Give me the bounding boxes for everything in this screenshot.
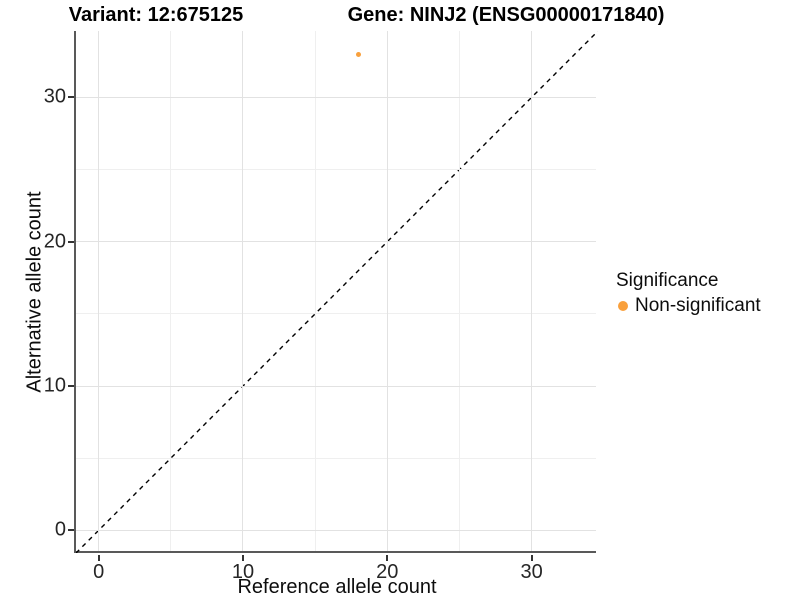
x-tick-mark [241, 555, 244, 561]
x-tick-mark [530, 555, 533, 561]
x-axis-title: Reference allele count [237, 576, 437, 598]
y-minor-gridline [76, 169, 596, 171]
y-major-gridline [76, 96, 596, 98]
legend: Significance Non-significant [616, 270, 761, 318]
y-minor-gridline [76, 457, 596, 459]
y-tick-label: 20 [43, 230, 66, 253]
variant-title: Variant: 12:675125 [68, 4, 244, 26]
x-major-gridline [386, 31, 388, 551]
x-tick-label: 10 [231, 561, 255, 583]
x-major-gridline [242, 31, 244, 551]
x-tick-label: 30 [520, 561, 543, 583]
y-axis-title: Alternative allele count [23, 191, 46, 393]
y-tick-mark [68, 240, 74, 243]
y-major-gridline [76, 385, 596, 387]
x-minor-gridline [458, 31, 460, 551]
y-major-gridline [76, 241, 596, 243]
y-tick-label: 0 [54, 518, 66, 541]
y-minor-gridline [76, 313, 596, 315]
x-tick-label: 0 [93, 561, 105, 583]
legend-point-icon [618, 301, 628, 311]
data-point [355, 51, 361, 57]
plot-panel [74, 31, 598, 553]
y-tick-mark [68, 385, 74, 388]
y-tick-mark [68, 96, 74, 99]
x-major-gridline [98, 31, 100, 551]
identity-dashed-line [76, 31, 598, 553]
x-tick-label: 20 [376, 561, 399, 583]
legend-title: Significance [616, 270, 719, 291]
legend-entry: Non-significant [616, 294, 761, 318]
x-minor-gridline [314, 31, 316, 551]
identity-line-layer [76, 31, 598, 553]
y-tick-mark [68, 529, 74, 532]
x-major-gridline [531, 31, 533, 551]
x-tick-mark [386, 555, 389, 561]
legend-entry-label: Non-significant [635, 295, 761, 316]
gene-title: Gene: NINJ2 (ENSG00000171840) [347, 4, 665, 26]
y-tick-label: 30 [43, 85, 66, 108]
y-major-gridline [76, 529, 596, 531]
y-tick-label: 10 [43, 374, 66, 397]
x-tick-mark [97, 555, 100, 561]
x-minor-gridline [170, 31, 172, 551]
